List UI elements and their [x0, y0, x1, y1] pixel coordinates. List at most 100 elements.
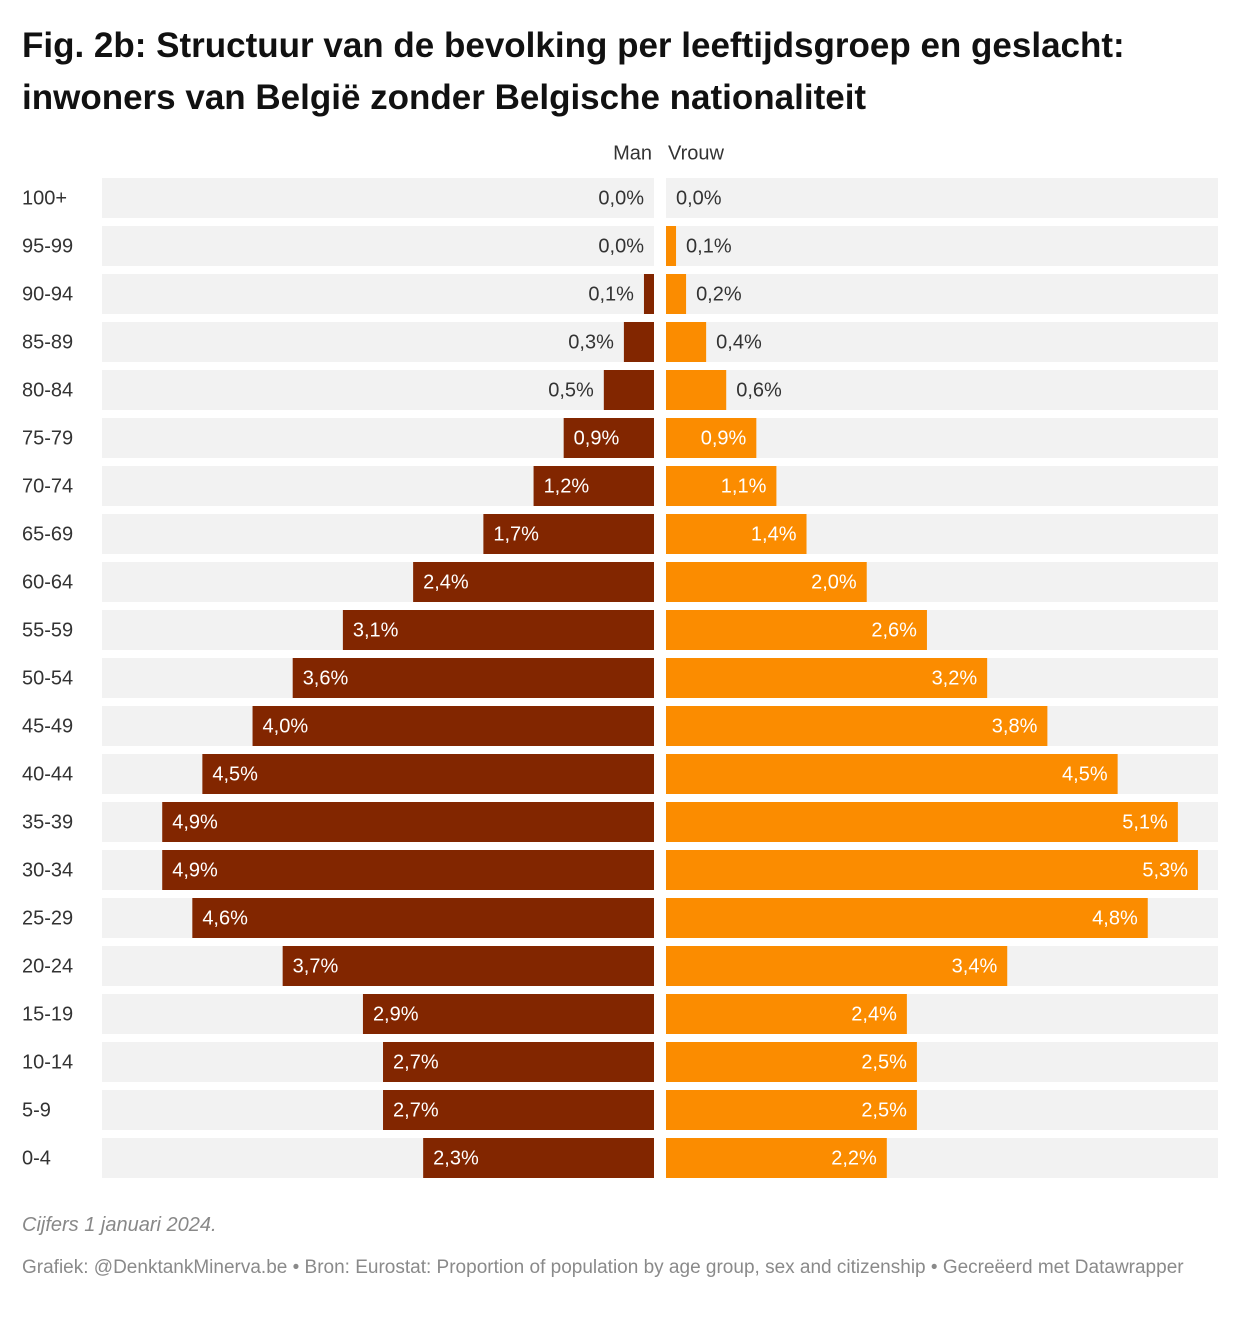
- value-label: 1,2%: [544, 475, 590, 497]
- bar: [623, 322, 654, 362]
- bar: [666, 562, 867, 602]
- bar: [362, 994, 654, 1034]
- chart-title: Fig. 2b: Structuur van de bevolking per …: [22, 26, 1125, 117]
- row-label: 60-64: [22, 571, 73, 593]
- row-background: [102, 226, 654, 266]
- row-background: [666, 322, 1218, 362]
- bar: [666, 1138, 887, 1178]
- value-label: 4,8%: [1092, 907, 1138, 929]
- row-label: 85-89: [22, 331, 73, 353]
- bar: [666, 322, 707, 362]
- bar: [342, 610, 654, 650]
- value-label: 2,2%: [831, 1147, 877, 1169]
- row-label: 20-24: [22, 955, 73, 977]
- row-label: 55-59: [22, 619, 73, 641]
- bar: [383, 1042, 654, 1082]
- legend-label: Man: [613, 142, 652, 164]
- value-label: 0,1%: [588, 283, 634, 305]
- value-label: 4,0%: [263, 715, 309, 737]
- bar: [282, 946, 654, 986]
- row-background: [102, 418, 654, 458]
- row-label: 40-44: [22, 763, 73, 785]
- bar: [666, 994, 907, 1034]
- source: Grafiek: @DenktankMinerva.be • Bron: Eur…: [22, 1257, 1184, 1278]
- value-label: 1,7%: [493, 523, 539, 545]
- bar: [666, 418, 757, 458]
- bar: [192, 898, 654, 938]
- value-label: 2,3%: [433, 1147, 479, 1169]
- bar: [666, 370, 727, 410]
- bar: [666, 898, 1148, 938]
- row-background: [666, 274, 1218, 314]
- value-label: 2,5%: [861, 1099, 907, 1121]
- bar: [413, 562, 654, 602]
- bar: [666, 610, 927, 650]
- bar: [533, 466, 654, 506]
- row-label: 70-74: [22, 475, 73, 497]
- value-label: 5,3%: [1142, 859, 1188, 881]
- bar: [666, 706, 1048, 746]
- bar: [666, 226, 677, 266]
- row-label: 45-49: [22, 715, 73, 737]
- value-label: 0,9%: [574, 427, 620, 449]
- bar: [666, 946, 1008, 986]
- row-background: [666, 226, 1218, 266]
- value-label: 0,3%: [568, 331, 614, 353]
- value-label: 0,1%: [686, 235, 732, 257]
- value-label: 2,5%: [861, 1051, 907, 1073]
- bar: [202, 754, 654, 794]
- value-label: 4,9%: [172, 859, 218, 881]
- bar: [643, 274, 654, 314]
- row-background: [102, 370, 654, 410]
- bar: [603, 370, 654, 410]
- bar: [666, 1090, 917, 1130]
- value-label: 0,0%: [676, 187, 722, 209]
- bar: [666, 514, 807, 554]
- row-label: 15-19: [22, 1003, 73, 1025]
- row-label: 0-4: [22, 1147, 51, 1169]
- legend-label: Vrouw: [668, 142, 725, 164]
- row-label: 65-69: [22, 523, 73, 545]
- bar: [666, 466, 777, 506]
- value-label: 2,9%: [373, 1003, 419, 1025]
- row-label: 80-84: [22, 379, 73, 401]
- value-label: 4,5%: [212, 763, 258, 785]
- value-label: 2,0%: [811, 571, 857, 593]
- row-label: 100+: [22, 187, 67, 209]
- value-label: 3,6%: [303, 667, 349, 689]
- value-label: 2,4%: [423, 571, 469, 593]
- value-label: 4,6%: [202, 907, 248, 929]
- value-label: 1,1%: [721, 475, 767, 497]
- row-background: [102, 274, 654, 314]
- bar: [666, 802, 1178, 842]
- bar: [292, 658, 654, 698]
- value-label: 1,4%: [751, 523, 797, 545]
- value-label: 2,7%: [393, 1099, 439, 1121]
- bar: [483, 514, 654, 554]
- bar: [666, 850, 1198, 890]
- value-label: 0,9%: [701, 427, 747, 449]
- value-label: 2,4%: [851, 1003, 897, 1025]
- row-background: [666, 418, 1218, 458]
- bar: [666, 754, 1118, 794]
- bar: [563, 418, 654, 458]
- value-label: 0,0%: [598, 235, 644, 257]
- value-label: 0,5%: [548, 379, 594, 401]
- bar: [666, 274, 687, 314]
- value-label: 4,9%: [172, 811, 218, 833]
- value-label: 3,2%: [932, 667, 978, 689]
- row-label: 95-99: [22, 235, 73, 257]
- row-background: [102, 322, 654, 362]
- row-label: 35-39: [22, 811, 73, 833]
- value-label: 0,2%: [696, 283, 742, 305]
- value-label: 0,0%: [598, 187, 644, 209]
- value-label: 0,4%: [716, 331, 762, 353]
- value-label: 4,5%: [1062, 763, 1108, 785]
- row-label: 25-29: [22, 907, 73, 929]
- bar: [423, 1138, 654, 1178]
- value-label: 2,6%: [871, 619, 917, 641]
- bar: [162, 850, 654, 890]
- bar: [162, 802, 654, 842]
